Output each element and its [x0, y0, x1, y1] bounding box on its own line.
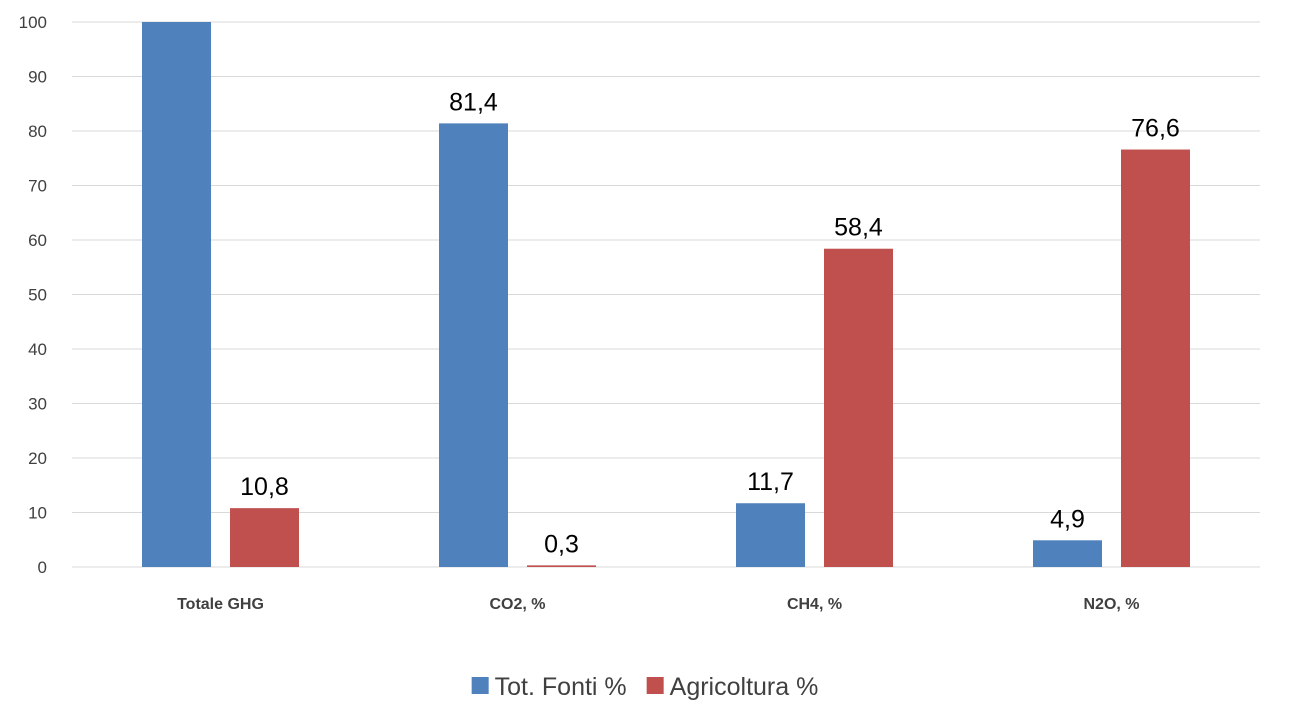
legend: Tot. Fonti % Agricoltura %: [471, 673, 819, 701]
y-tick-label: 30: [28, 395, 47, 414]
y-tick-label: 60: [28, 231, 47, 250]
y-tick-label: 20: [28, 449, 47, 468]
legend-item: Agricoltura %: [646, 673, 819, 701]
y-axis: 0 10 20 30 40 50 60 70 80 90 100: [19, 13, 47, 577]
data-label: 81,4: [449, 88, 498, 116]
bar-agricoltura: [230, 508, 299, 567]
y-tick-label: 0: [38, 558, 47, 577]
x-category-label: CO2, %: [489, 596, 545, 613]
bar-agricoltura: [527, 565, 596, 567]
x-axis: Totale GHG CO2, % CH4, % N2O, %: [177, 596, 1139, 613]
y-tick-label: 100: [19, 13, 47, 32]
legend-label: Agricoltura %: [670, 673, 819, 701]
bars: [142, 22, 1190, 568]
data-label: 58,4: [834, 214, 883, 242]
data-label: 11,7: [747, 468, 794, 496]
data-label: 10,8: [240, 473, 289, 501]
bar-agricoltura: [824, 248, 893, 567]
y-tick-label: 90: [28, 68, 47, 87]
data-label: 4,9: [1050, 505, 1085, 533]
bar-agricoltura: [1121, 149, 1190, 567]
legend-item: Tot. Fonti %: [471, 673, 627, 701]
y-tick-label: 50: [28, 286, 47, 305]
bar-tot-fonti: [736, 503, 805, 567]
x-category-label: N2O, %: [1083, 596, 1139, 613]
data-label: 0,3: [544, 530, 579, 558]
data-labels: 10,8 81,4 0,3 11,7 58,4 4,9 76,6: [240, 88, 1180, 558]
x-category-label: Totale GHG: [177, 596, 264, 613]
y-tick-label: 40: [28, 340, 47, 359]
bar-tot-fonti: [439, 123, 508, 568]
bar-tot-fonti: [142, 22, 211, 567]
x-category-label: CH4, %: [787, 596, 842, 613]
legend-label: Tot. Fonti %: [495, 673, 627, 701]
legend-swatch: [646, 677, 664, 694]
legend-swatch: [471, 677, 489, 694]
y-tick-label: 10: [28, 504, 47, 523]
bar-tot-fonti: [1033, 540, 1102, 567]
y-tick-label: 80: [28, 122, 47, 141]
y-tick-label: 70: [28, 177, 47, 196]
data-label: 76,6: [1131, 115, 1180, 143]
